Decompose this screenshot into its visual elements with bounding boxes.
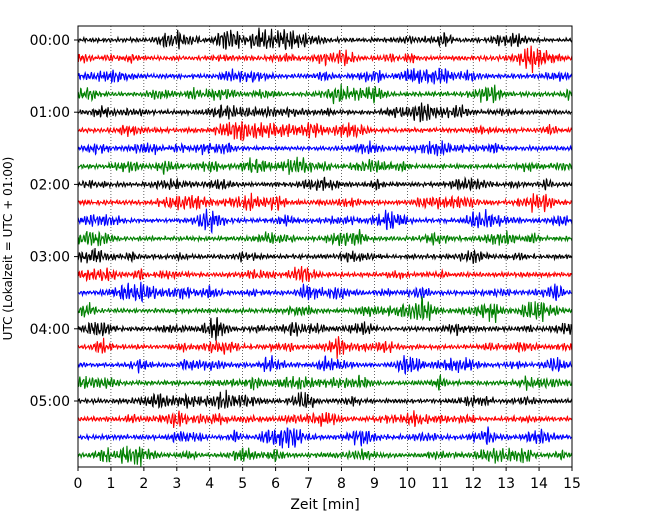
trace-line — [77, 208, 573, 235]
plot-frame — [77, 25, 573, 468]
trace-line — [77, 355, 573, 376]
x-tick-label: 5 — [238, 476, 247, 492]
trace-line — [77, 336, 573, 359]
trace-line — [77, 426, 573, 449]
x-tick-label: 0 — [74, 476, 83, 492]
trace-line — [77, 45, 573, 73]
trace-line — [77, 121, 573, 142]
trace-line — [77, 389, 573, 410]
y-tick-label: 05:00 — [30, 394, 70, 410]
y-tick-label: 00:00 — [30, 33, 70, 49]
x-tick-label: 2 — [139, 476, 148, 492]
x-tick-label: 9 — [370, 476, 379, 492]
x-axis-ticks: 0 1 2 3 4 5 6 7 8 9 10 11 12 13 14 15 — [74, 467, 581, 492]
trace-line — [77, 229, 573, 247]
trace-line — [77, 265, 573, 283]
y-axis-label: UTC (Lokalzeit = UTC + 01:00) — [1, 157, 15, 341]
y-tick-label: 04:00 — [30, 322, 70, 338]
trace-line — [77, 410, 573, 428]
x-tick-label: 6 — [271, 476, 280, 492]
trace-line — [77, 27, 573, 51]
y-axis-ticks: 00:00 01:00 02:00 03:00 04:00 05:00 — [30, 33, 78, 410]
trace-line — [77, 156, 573, 175]
trace-line — [77, 317, 573, 341]
trace-line — [77, 281, 573, 304]
x-tick-label: 1 — [106, 476, 115, 492]
y-tick-label: 02:00 — [30, 177, 70, 193]
y-tick-label: 03:00 — [30, 250, 70, 266]
trace-line — [77, 374, 573, 391]
trace-line — [77, 445, 573, 467]
trace-line — [77, 247, 573, 264]
x-tick-label: 7 — [304, 476, 313, 492]
x-tick-label: 8 — [337, 476, 346, 492]
x-tick-label: 12 — [464, 476, 482, 492]
x-tick-label: 13 — [497, 476, 515, 492]
x-tick-label: 14 — [530, 476, 548, 492]
trace-line — [77, 176, 573, 192]
y-tick-label: 01:00 — [30, 105, 70, 121]
trace-line — [77, 296, 573, 324]
x-axis-label: Zeit [min] — [290, 497, 359, 513]
trace-group — [77, 27, 573, 467]
x-tick-label: 10 — [398, 476, 416, 492]
x-tick-label: 15 — [563, 476, 581, 492]
trace-line — [77, 102, 573, 123]
trace-line — [77, 192, 573, 213]
trace-line — [77, 67, 573, 85]
x-tick-label: 11 — [431, 476, 449, 492]
x-tick-label: 3 — [172, 476, 181, 492]
x-tick-label: 4 — [205, 476, 214, 492]
trace-line — [77, 83, 573, 105]
trace-line — [77, 140, 573, 157]
